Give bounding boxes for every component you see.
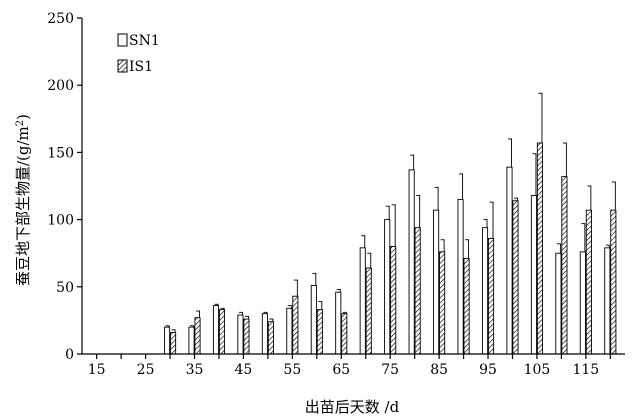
y-tick-label: 0: [65, 347, 74, 363]
bar-is1: [414, 227, 421, 355]
legend-swatch-is1: [117, 59, 128, 73]
bar-is1: [487, 237, 495, 355]
bar-sn1: [408, 169, 415, 355]
x-tick-label: 25: [137, 362, 155, 378]
bar-sn1: [164, 326, 171, 355]
bar-sn1: [579, 251, 586, 355]
bar-sn1: [555, 252, 562, 355]
bar-is1: [341, 313, 348, 355]
x-tick-label: 35: [186, 362, 204, 378]
x-tick-label: 85: [430, 362, 448, 378]
bar-sn1: [604, 247, 611, 355]
legend-swatch-sn1: [117, 33, 128, 47]
y-tick-label: 250: [47, 11, 74, 27]
y-tick-label: 100: [47, 213, 74, 229]
y-axis-title-sup: 2: [15, 120, 26, 126]
x-tick-label: 75: [381, 362, 399, 378]
bar-sn1: [335, 291, 342, 355]
x-tick-label: 65: [332, 362, 350, 378]
bar-sn1: [481, 227, 489, 355]
bar-is1: [170, 332, 177, 355]
bar-is1: [390, 246, 397, 355]
bar-sn1: [457, 198, 464, 355]
x-tick-label: 45: [235, 362, 253, 378]
legend-label-is1: IS1: [129, 59, 153, 75]
bar-sn1: [310, 285, 317, 355]
bar-sn1: [188, 326, 195, 355]
x-tick-label: 55: [283, 362, 301, 378]
y-tick-label: 50: [56, 280, 74, 296]
bar-sn1: [286, 307, 293, 355]
bar-is1: [365, 267, 372, 355]
bar-is1: [512, 200, 519, 355]
bar-is1: [218, 309, 226, 355]
x-tick-label: 115: [572, 362, 599, 378]
bar-is1: [561, 176, 568, 355]
x-axis-title: 出苗后天数 /d: [305, 398, 400, 416]
bar-sn1: [433, 209, 440, 355]
bar-is1: [194, 317, 201, 355]
x-tick-label: 105: [524, 362, 551, 378]
bar-sn1: [237, 314, 244, 355]
bar-sn1: [384, 219, 391, 355]
y-tick-label: 150: [47, 145, 74, 161]
bar-is1: [439, 251, 446, 355]
bar-is1: [267, 321, 274, 355]
bar-is1: [316, 309, 323, 355]
bar-sn1: [506, 166, 513, 355]
bar-is1: [463, 258, 470, 355]
bar-is1: [585, 209, 592, 355]
bar-sn1: [261, 313, 268, 355]
y-axis-title-main: 蚕豆地下部生物量/(g/m: [14, 126, 32, 286]
bar-sn1: [212, 305, 220, 355]
bar-is1: [610, 209, 617, 355]
x-tick-label: 95: [479, 362, 497, 378]
bar-sn1: [530, 194, 537, 355]
legend-label-sn1: SN1: [129, 33, 160, 49]
bar-is1: [243, 318, 250, 355]
bar-sn1: [359, 247, 366, 355]
y-tick-label: 200: [47, 78, 74, 94]
x-tick-label: 15: [88, 362, 106, 378]
y-axis-title-end: ): [14, 114, 32, 120]
bar-is1: [292, 295, 299, 355]
bar-is1: [536, 142, 543, 355]
y-axis-title: 蚕豆地下部生物量/(g/m2): [14, 114, 32, 286]
